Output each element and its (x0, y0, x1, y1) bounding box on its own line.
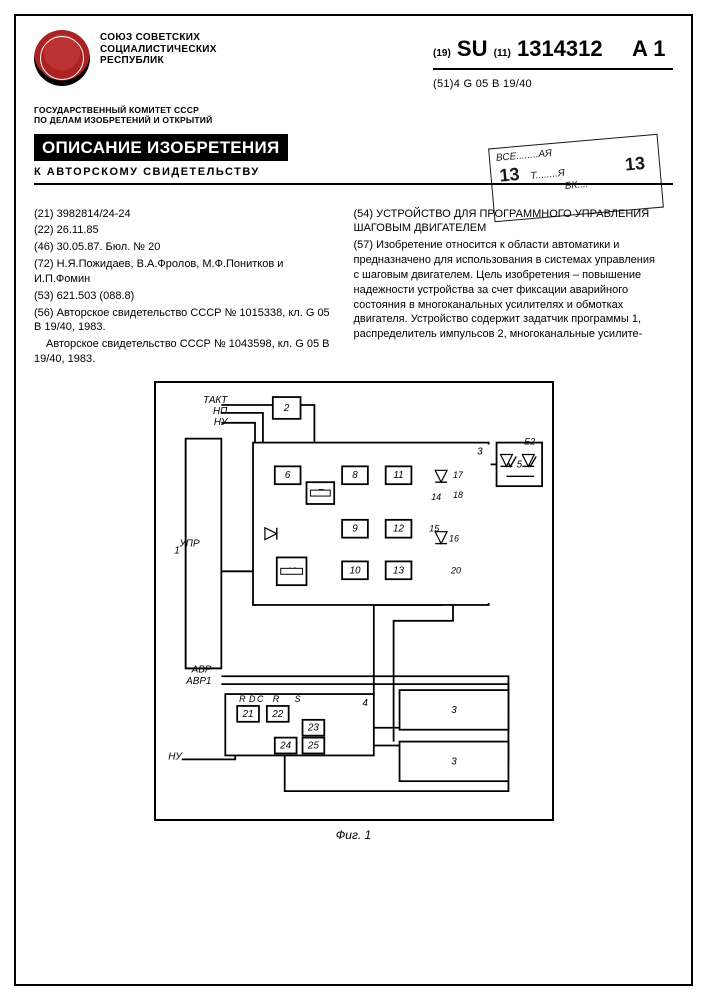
page-frame: СОЮЗ СОВЕТСКИХ СОЦИАЛИСТИЧЕСКИХ РЕСПУБЛИ… (14, 14, 693, 986)
committee-line: ПО ДЕЛАМ ИЗОБРЕТЕНИЙ И ОТКРЫТИЙ (34, 116, 673, 126)
svg-text:R: R (239, 694, 246, 704)
org-name: СОЮЗ СОВЕТСКИХ СОЦИАЛИСТИЧЕСКИХ РЕСПУБЛИ… (100, 32, 217, 67)
field-57: (57) Изобретение относится к области авт… (354, 238, 658, 342)
diagram-wrap: 1236781191210131942122232425335ТАКТНПНУУ… (34, 381, 673, 842)
svg-text:6: 6 (284, 470, 290, 481)
registration-stamp: ВСЕ........АЯ 13 Т........Я 13 БК.... (488, 134, 664, 223)
committee: ГОСУДАРСТВЕННЫЙ КОМИТЕТ СССР ПО ДЕЛАМ ИЗ… (34, 106, 673, 126)
doc-prefix-19: (19) (433, 48, 451, 59)
doc-prefix-11: (11) (494, 48, 511, 59)
svg-text:20: 20 (450, 565, 461, 575)
svg-text:25: 25 (306, 740, 318, 751)
svg-text:2: 2 (282, 403, 289, 414)
svg-text:4: 4 (362, 698, 368, 709)
doc-number-value: 1314312 (517, 36, 603, 61)
class-prefix: (51)4 (433, 78, 460, 90)
svg-text:10: 10 (349, 565, 360, 576)
field-22: (22) 26.11.85 (34, 223, 338, 238)
svg-text:8: 8 (352, 470, 358, 481)
svg-text:3: 3 (451, 756, 457, 767)
field-46: (46) 30.05.87. Бюл. № 20 (34, 240, 338, 255)
diagram-col: 1236781191210131942122232425335ТАКТНПНУУ… (154, 381, 554, 842)
ussr-emblem-icon (34, 30, 90, 86)
figure-caption: Фиг. 1 (154, 828, 554, 842)
svg-text:НУ: НУ (168, 751, 183, 762)
svg-text:22: 22 (271, 709, 283, 720)
stamp-num-right: 13 (624, 153, 646, 176)
svg-text:ТАКТ: ТАКТ (203, 395, 228, 406)
svg-text:13: 13 (393, 565, 404, 576)
svg-text:5: 5 (516, 459, 522, 470)
svg-text:C: C (256, 694, 263, 704)
field-72: (72) Н.Я.Пожидаев, В.А.Фролов, М.Ф.Понит… (34, 257, 338, 287)
svg-text:24: 24 (279, 740, 291, 751)
svg-text:9: 9 (352, 524, 358, 535)
svg-text:АВР: АВР (190, 664, 211, 675)
svg-text:15: 15 (429, 524, 439, 534)
svg-text:НУ: НУ (213, 417, 228, 428)
field-53: (53) 621.503 (088.8) (34, 289, 338, 304)
svg-text:14: 14 (431, 492, 441, 502)
doc-number-area: (19) SU (11) 1314312 A 1 (51)4 G 05 B 19… (433, 30, 673, 90)
svg-text:16: 16 (449, 534, 459, 544)
svg-text:АВР1: АВР1 (185, 676, 211, 687)
svg-text:17: 17 (453, 470, 464, 480)
title-main: ОПИСАНИЕ ИЗОБРЕТЕНИЯ (34, 134, 288, 161)
class-value: G 05 B 19/40 (464, 78, 532, 90)
stamp-mid: Т........Я (530, 168, 565, 182)
svg-text:D: D (249, 694, 256, 704)
circuit-diagram: 1236781191210131942122232425335ТАКТНПНУУ… (154, 381, 554, 821)
field-56b: Авторское свидетельство СССР № 1043598, … (34, 337, 338, 367)
svg-text:S: S (294, 694, 300, 704)
doc-kind: A 1 (632, 36, 665, 61)
svg-text:11: 11 (393, 470, 403, 481)
stamp-num-left: 13 (499, 164, 521, 187)
field-56a: (56) Авторское свидетельство СССР № 1015… (34, 306, 338, 336)
meta-right: (54) УСТРОЙСТВО ДЛЯ ПРОГРАММНОГО УПРАВЛЕ… (354, 207, 674, 369)
doc-country: SU (457, 36, 488, 61)
doc-number: (19) SU (11) 1314312 A 1 (433, 36, 673, 70)
meta-zone: (21) 3982814/24-24 (22) 26.11.85 (46) 30… (34, 207, 673, 369)
svg-text:УПР: УПР (178, 539, 199, 550)
svg-text:23: 23 (306, 723, 318, 734)
field-21: (21) 3982814/24-24 (34, 207, 338, 222)
svg-text:21: 21 (241, 709, 253, 720)
header-row: СОЮЗ СОВЕТСКИХ СОЦИАЛИСТИЧЕСКИХ РЕСПУБЛИ… (34, 30, 673, 90)
classification: (51)4 G 05 B 19/40 (433, 78, 673, 90)
org-line: СОЮЗ СОВЕТСКИХ (100, 32, 217, 44)
org-line: СОЦИАЛИСТИЧЕСКИХ (100, 44, 217, 56)
svg-text:12: 12 (393, 524, 404, 535)
svg-text:E2: E2 (524, 437, 535, 447)
svg-text:3: 3 (451, 705, 457, 716)
meta-left: (21) 3982814/24-24 (22) 26.11.85 (46) 30… (34, 207, 354, 369)
svg-text:НП: НП (212, 406, 227, 417)
svg-text:18: 18 (453, 490, 463, 500)
org-line: РЕСПУБЛИК (100, 55, 217, 67)
svg-text:R: R (272, 694, 279, 704)
svg-text:3: 3 (477, 446, 483, 457)
